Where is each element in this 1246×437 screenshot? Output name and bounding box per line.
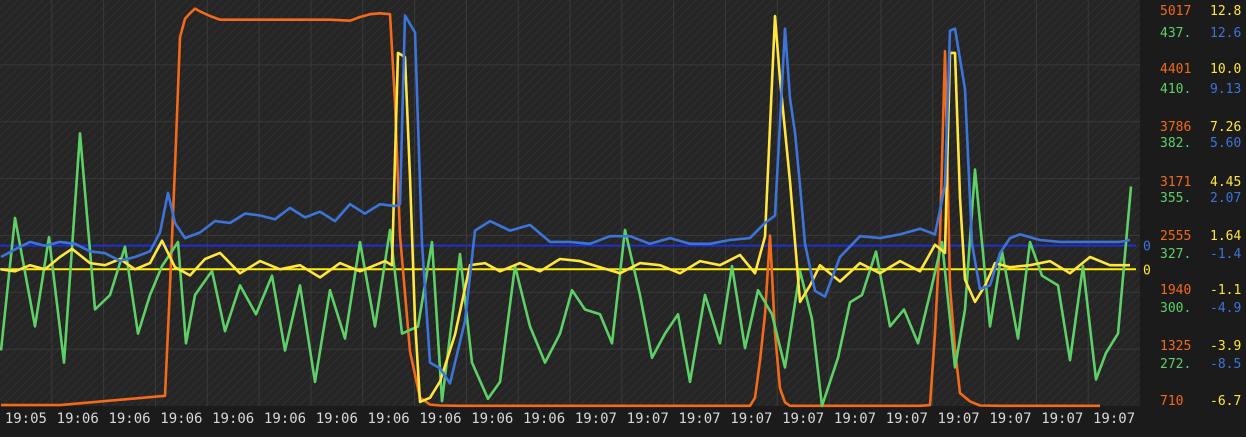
axis-tick-label: 9.13: [1210, 82, 1241, 97]
axis-tick-label: 1.64: [1210, 229, 1241, 244]
axis-tick-label: 327.: [1160, 247, 1191, 262]
axis-tick-label: -3.9: [1210, 339, 1241, 354]
axis-tick-label: -1.4: [1210, 247, 1241, 262]
axis-tick-label: 4401: [1160, 62, 1191, 77]
axis-tick-label: 12.8: [1210, 4, 1241, 19]
series-lines: [0, 7, 1133, 408]
axis-tick-label: 2.07: [1210, 191, 1241, 206]
axis-tick-label: 410.: [1160, 82, 1191, 97]
reference-line-label: 0: [1143, 263, 1151, 278]
axis-tick-label: 437.: [1160, 26, 1191, 41]
time-tick-label: 19:06: [419, 411, 461, 427]
grid: [0, 0, 1140, 406]
time-tick-label: 19:07: [1093, 411, 1135, 427]
axis-tick-label: 710: [1160, 394, 1183, 409]
value-axes: 5017 4401 3786 3171 2555 1940 1325 710 437. 410. 3…: [1160, 4, 1241, 409]
time-tick-label: 19:07: [938, 411, 980, 427]
time-tick-label: 19:06: [471, 411, 513, 427]
axis-tick-label: -8.5: [1210, 357, 1241, 372]
time-tick-label: 19:07: [989, 411, 1031, 427]
axis-tick-label: 355.: [1160, 191, 1191, 206]
time-tick-label: 19:06: [108, 411, 150, 427]
time-tick-label: 19:06: [160, 411, 202, 427]
time-tick-label: 19:05: [5, 411, 47, 427]
axis-tick-label: 7.26: [1210, 120, 1241, 135]
axis-tick-label: -1.1: [1210, 283, 1241, 298]
axis-tick-label: 10.0: [1210, 62, 1241, 77]
series-line-2: [0, 14, 1130, 404]
time-tick-label: 19:07: [1041, 411, 1083, 427]
axis-tick-label: 272.: [1160, 357, 1191, 372]
axis-tick-label: 5.60: [1210, 136, 1241, 151]
time-tick-label: 19:06: [523, 411, 565, 427]
reference-line-label: 0: [1143, 240, 1151, 255]
axis-tick-label: 4.45: [1210, 175, 1241, 190]
axis-tick-label: 3171: [1160, 175, 1191, 190]
axis-tick-label: 1325: [1160, 339, 1191, 354]
series-line-3: [0, 14, 1131, 385]
time-tick-label: 19:06: [264, 411, 306, 427]
time-axis: 19:05 19:06 19:06 19:06 19:06 19:06 19:06 19:06…: [5, 411, 1135, 427]
time-tick-label: 19:07: [782, 411, 824, 427]
axis-tick-label: 3786: [1160, 120, 1191, 135]
time-tick-label: 19:06: [57, 411, 99, 427]
time-tick-label: 19:06: [368, 411, 410, 427]
time-tick-label: 19:07: [575, 411, 617, 427]
axis-tick-label: 5017: [1160, 4, 1191, 19]
time-tick-label: 19:07: [834, 411, 876, 427]
axis-tick-label: -6.7: [1210, 394, 1241, 409]
series-line-1: [0, 132, 1133, 408]
time-tick-label: 19:06: [316, 411, 358, 427]
axis-tick-label: 2555: [1160, 229, 1191, 244]
axis-tick-label: 382.: [1160, 136, 1191, 151]
axis-panel-background: [1140, 0, 1246, 433]
axis-tick-label: -4.9: [1210, 301, 1241, 316]
time-axis-background: [0, 406, 1140, 433]
time-tick-label: 19:07: [886, 411, 928, 427]
axis-tick-label: 12.6: [1210, 26, 1241, 41]
time-tick-label: 19:07: [730, 411, 772, 427]
time-tick-label: 19:06: [212, 411, 254, 427]
time-tick-label: 19:07: [627, 411, 669, 427]
series-line-0: [1, 7, 1100, 408]
axis-tick-label: 300.: [1160, 301, 1191, 316]
reference-lines: 00: [0, 240, 1151, 278]
axis-tick-label: 1940: [1160, 283, 1191, 298]
time-tick-label: 19:07: [678, 411, 720, 427]
